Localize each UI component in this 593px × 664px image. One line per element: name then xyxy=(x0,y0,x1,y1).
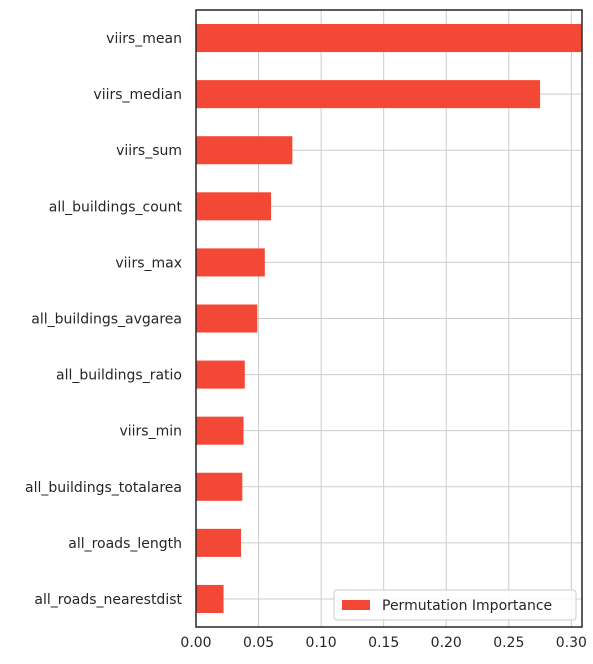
bar xyxy=(196,360,245,389)
bar xyxy=(196,472,243,501)
y-tick-label: viirs_min xyxy=(119,424,182,440)
bar xyxy=(196,192,272,221)
bar xyxy=(196,416,244,445)
x-tick-label: 0.00 xyxy=(180,635,211,651)
y-tick-label: all_buildings_ratio xyxy=(56,368,182,384)
y-tick-label: viirs_mean xyxy=(106,31,182,47)
x-tick-label: 0.10 xyxy=(306,635,337,651)
y-tick-label: all_roads_nearestdist xyxy=(34,592,182,608)
bar xyxy=(196,528,242,557)
y-tick-label: viirs_max xyxy=(115,255,182,271)
bar xyxy=(196,80,541,109)
x-tick-label: 0.20 xyxy=(431,635,462,651)
x-tick-label: 0.05 xyxy=(243,635,274,651)
y-tick-labels: viirs_mean viirs_median viirs_sum all_build… xyxy=(25,31,182,608)
y-tick-label: all_buildings_avgarea xyxy=(31,312,182,328)
legend: Permutation Importance xyxy=(333,589,577,621)
x-tick-label: 0.15 xyxy=(368,635,399,651)
legend-box xyxy=(333,589,577,621)
bars xyxy=(196,24,582,613)
y-tick-label: viirs_median xyxy=(93,87,182,103)
legend-swatch xyxy=(342,600,370,610)
bar xyxy=(196,584,224,613)
legend-label: Permutation Importance xyxy=(382,598,552,614)
plot-frame xyxy=(195,9,583,628)
y-tick-label: all_roads_length xyxy=(68,536,182,552)
x-tick-label: 0.25 xyxy=(493,635,524,651)
y-tick-label: all_buildings_count xyxy=(49,199,183,215)
x-tick-labels: 0.00 0.05 0.10 0.15 0.20 0.25 0.30 xyxy=(180,635,587,651)
bar xyxy=(196,24,582,53)
x-tick-label: 0.30 xyxy=(556,635,587,651)
y-tick-label: viirs_sum xyxy=(116,143,182,159)
bar xyxy=(196,136,293,165)
bar xyxy=(196,248,265,277)
bar xyxy=(196,304,258,333)
y-tick-label: all_buildings_totalarea xyxy=(25,480,182,496)
